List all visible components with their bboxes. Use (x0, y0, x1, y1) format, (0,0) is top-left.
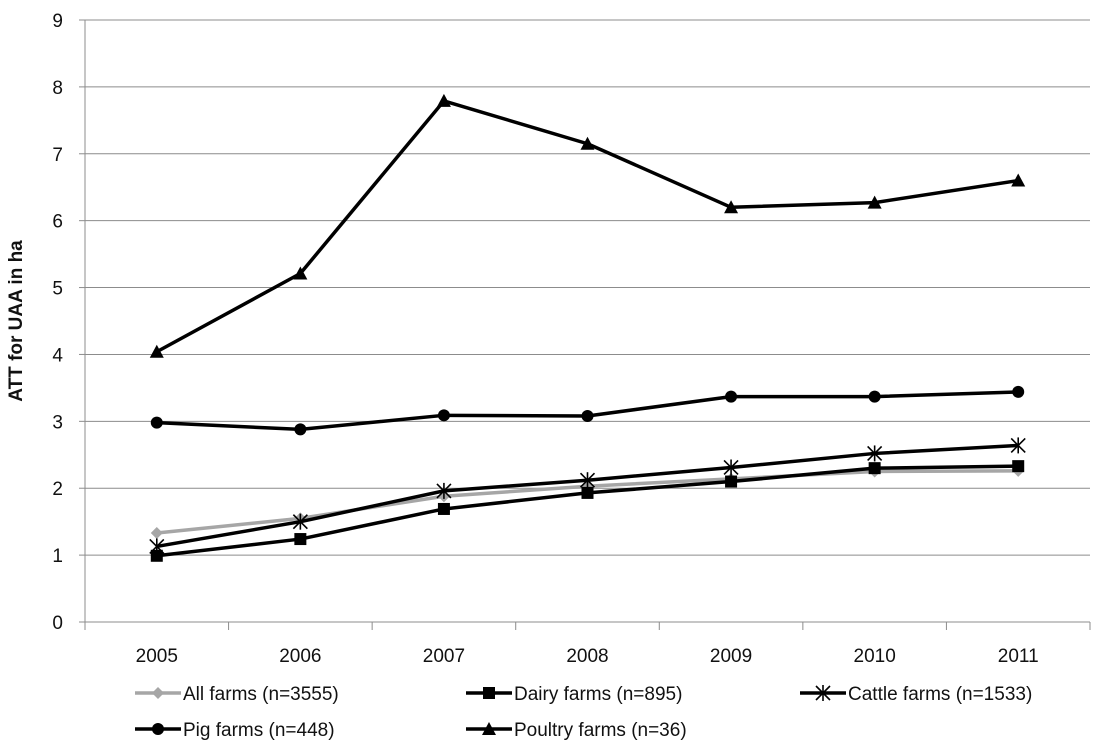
legend-swatch-marker (152, 723, 164, 735)
data-point (868, 462, 881, 475)
y-tick-label: 3 (52, 412, 63, 433)
gridlines (79, 19, 1090, 623)
data-point (149, 538, 165, 555)
legend-swatch-marker (815, 685, 831, 701)
x-tick-label: 2005 (136, 646, 178, 667)
data-point (1010, 437, 1026, 454)
legend-swatch-marker (482, 722, 496, 735)
legend-swatch-marker (483, 687, 495, 699)
y-tick-label: 4 (52, 345, 63, 366)
data-point (868, 390, 881, 403)
legend-label: Pig farms (n=448) (183, 720, 335, 741)
x-tick-label: 2010 (854, 646, 896, 667)
legend: All farms (n=3555) Dairy farms (n=895) Cat… (135, 684, 1032, 741)
data-point (437, 409, 450, 422)
y-tick-label: 5 (52, 279, 63, 300)
legend-item: Pig farms (n=448) (135, 720, 335, 741)
data-point (867, 445, 883, 462)
data-point (150, 416, 163, 429)
axes (84, 20, 1091, 630)
data-point (437, 502, 450, 515)
data-point (294, 533, 307, 546)
data-point (1011, 173, 1026, 187)
data-point (149, 344, 164, 358)
data-point (579, 472, 596, 489)
series-group (149, 93, 1026, 562)
legend-label: Dairy farms (n=895) (514, 684, 682, 705)
data-point (725, 475, 738, 488)
data-point (867, 195, 882, 209)
series (150, 385, 1025, 436)
x-tick-label: 2009 (710, 646, 752, 667)
y-tick-label: 9 (52, 11, 63, 32)
y-tick-label: 2 (52, 479, 63, 500)
series (149, 437, 1026, 555)
data-point (436, 482, 452, 499)
data-point (150, 549, 163, 562)
data-point (436, 93, 451, 107)
y-tick-label: 6 (52, 212, 63, 233)
y-tick-label: 0 (52, 613, 63, 634)
data-point (294, 423, 307, 436)
data-point (293, 266, 308, 280)
legend-swatch-marker (152, 687, 164, 699)
y-axis-title: ATT for UAA in ha (6, 240, 27, 402)
series (149, 93, 1026, 358)
x-tick-label: 2007 (423, 646, 465, 667)
data-point (725, 390, 738, 403)
y-tick-label: 1 (52, 546, 63, 567)
y-tick-labels: 0 1 2 3 4 5 6 7 8 9 (52, 11, 63, 634)
data-point (581, 409, 594, 422)
legend-label: Cattle farms (n=1533) (848, 684, 1032, 705)
x-tick-label: 2011 (998, 646, 1039, 667)
y-tick-label: 8 (52, 78, 63, 99)
data-point (292, 513, 308, 530)
data-point (723, 459, 739, 476)
data-point (1012, 385, 1025, 398)
y-tick-label: 7 (52, 145, 63, 166)
data-point (581, 486, 594, 499)
legend-label: All farms (n=3555) (183, 684, 339, 705)
data-point (150, 527, 163, 540)
x-tick-labels: 2005 2006 2007 2008 2009 2010 2011 (136, 646, 1039, 667)
data-point (724, 200, 739, 214)
legend-item: All farms (n=3555) (135, 684, 339, 705)
x-tick-label: 2008 (566, 646, 608, 667)
data-point (580, 136, 595, 150)
data-point (1012, 460, 1025, 473)
legend-item: Dairy farms (n=895) (466, 684, 682, 705)
legend-item: Poultry farms (n=36) (466, 720, 687, 741)
series (150, 460, 1025, 562)
x-tick-label: 2006 (279, 646, 321, 667)
legend-label: Poultry farms (n=36) (514, 720, 687, 741)
legend-item: Cattle farms (n=1533) (800, 684, 1032, 705)
